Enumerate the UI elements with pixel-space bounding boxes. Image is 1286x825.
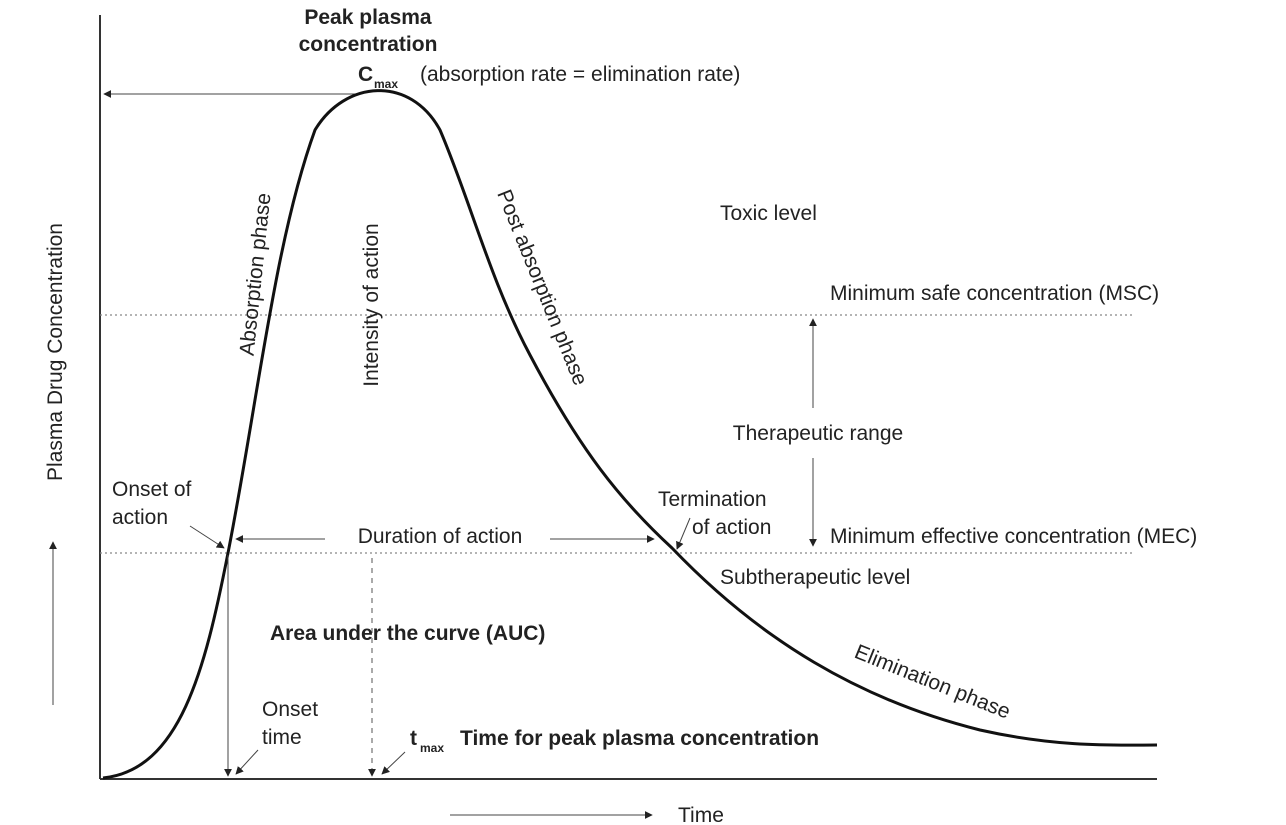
mec-label: Minimum effective concentration (MEC) — [830, 525, 1197, 548]
onset-time-line1: Onset — [262, 698, 318, 721]
tmax-subscript: max — [420, 741, 444, 755]
cmax-label: C — [358, 63, 373, 86]
onset-time-line2: time — [262, 726, 302, 749]
tmax-pointer — [381, 751, 406, 775]
x-axis-label: Time — [678, 804, 724, 825]
intensity-label: Intensity of action — [360, 223, 383, 386]
peak-title-line1: Peak plasma — [304, 6, 432, 29]
y-axis-label: Plasma Drug Concentration — [44, 223, 67, 481]
termination-line1: Termination — [658, 488, 767, 511]
absorption-phase-label: Absorption phase — [236, 192, 276, 357]
termination-pointer — [676, 517, 691, 550]
onset-time-pointer — [235, 749, 259, 775]
termination-line2: of action — [692, 516, 771, 539]
therapeutic-range-label: Therapeutic range — [733, 422, 903, 445]
subtherapeutic-label: Subtherapeutic level — [720, 566, 910, 589]
onset-of-action-line1: Onset of — [112, 478, 192, 501]
tmax-description: Time for peak plasma concentration — [460, 727, 819, 750]
toxic-level-label: Toxic level — [720, 202, 817, 225]
cmax-subscript: max — [374, 77, 398, 91]
msc-label: Minimum safe concentration (MSC) — [830, 282, 1159, 305]
concentration-curve — [102, 89, 1158, 780]
onset-pointer — [189, 525, 225, 549]
tmax-label: t — [410, 727, 417, 750]
cmax-note: (absorption rate = elimination rate) — [420, 63, 740, 86]
auc-label: Area under the curve (AUC) — [270, 622, 545, 645]
duration-label: Duration of action — [358, 525, 523, 548]
elimination-phase-label: Elimination phase — [851, 640, 1013, 723]
peak-title-line2: concentration — [299, 33, 438, 56]
onset-of-action-line2: action — [112, 506, 168, 529]
post-absorption-label: Post absorption phase — [492, 186, 592, 388]
